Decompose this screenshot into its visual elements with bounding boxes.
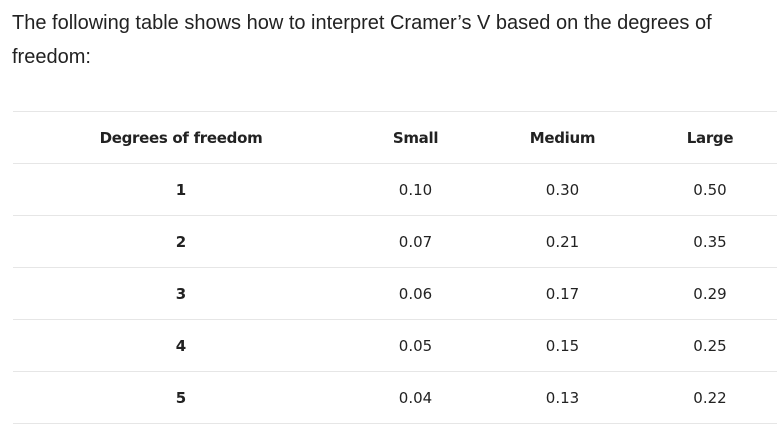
table-row: 2 0.07 0.21 0.35 [13, 216, 777, 268]
cramers-v-table: Degrees of freedom Small Medium Large 1 … [13, 111, 777, 424]
cell-large: 0.22 [693, 388, 727, 407]
cell-small: 0.10 [398, 180, 433, 199]
intro-paragraph: The following table shows how to interpr… [12, 12, 712, 68]
cell-large: 0.29 [693, 284, 727, 303]
cell-df: 5 [175, 388, 187, 407]
cell-medium: 0.17 [545, 284, 580, 303]
table-row: 1 0.10 0.30 0.50 [13, 164, 777, 216]
header-medium: Medium [529, 128, 596, 147]
cell-df: 4 [175, 336, 187, 355]
cell-large: 0.25 [693, 336, 727, 355]
table-row: 3 0.06 0.17 0.29 [13, 268, 777, 320]
header-large: Large [686, 128, 734, 147]
cell-medium: 0.30 [545, 180, 580, 199]
cell-small: 0.07 [398, 232, 433, 251]
table-row: 4 0.05 0.15 0.25 [13, 320, 777, 372]
cell-medium: 0.13 [545, 388, 580, 407]
cell-df: 2 [175, 232, 187, 251]
header-small: Small [392, 128, 439, 147]
cell-small: 0.06 [398, 284, 433, 303]
cell-df: 1 [175, 180, 187, 199]
cell-large: 0.50 [693, 180, 727, 199]
cell-df: 3 [175, 284, 187, 303]
cell-medium: 0.21 [545, 232, 580, 251]
header-degrees-of-freedom: Degrees of freedom [99, 128, 263, 147]
cell-large: 0.35 [693, 232, 727, 251]
cell-medium: 0.15 [545, 336, 580, 355]
table-row: 5 0.04 0.13 0.22 [13, 372, 777, 424]
cell-small: 0.04 [398, 388, 433, 407]
table-header-row: Degrees of freedom Small Medium Large [13, 112, 777, 164]
cell-small: 0.05 [398, 336, 433, 355]
